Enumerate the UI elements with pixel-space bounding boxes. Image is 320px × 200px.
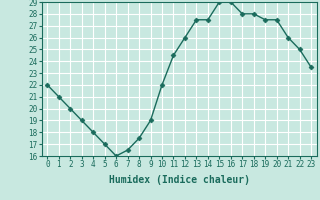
X-axis label: Humidex (Indice chaleur): Humidex (Indice chaleur) [109,175,250,185]
